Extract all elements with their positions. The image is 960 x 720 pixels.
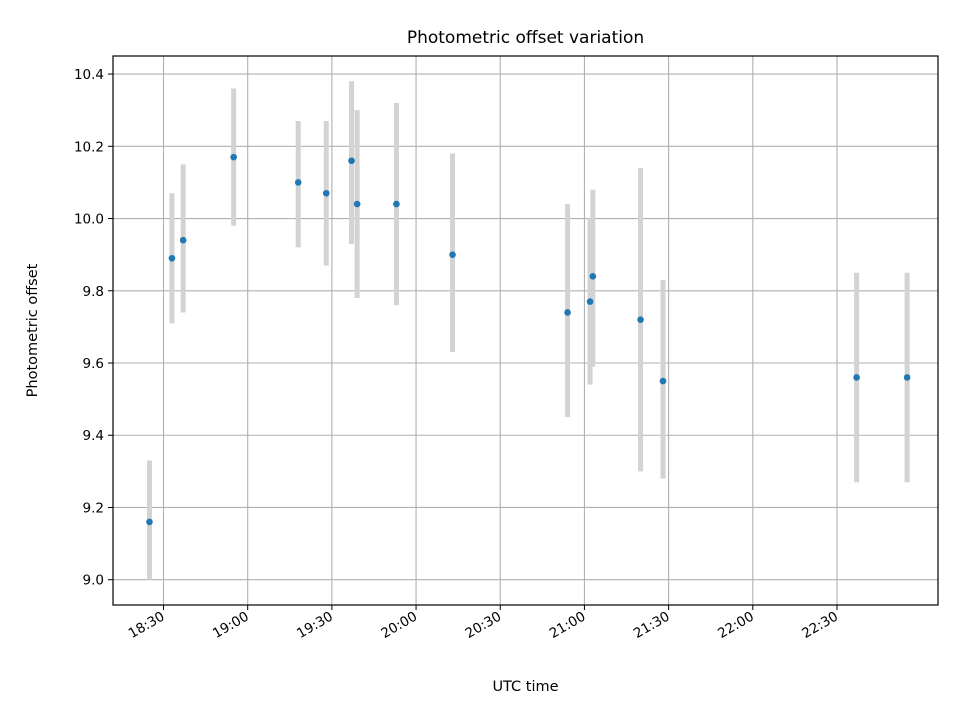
data-point — [294, 179, 302, 186]
data-point — [637, 316, 644, 323]
y-tick-label: 9.2 — [83, 500, 104, 516]
y-axis-label: Photometric offset — [25, 263, 41, 397]
y-tick-label: 10.2 — [74, 139, 104, 155]
data-point — [353, 200, 361, 208]
data-point — [179, 236, 187, 244]
data-point — [230, 153, 237, 161]
y-tick-label: 9.4 — [83, 428, 104, 444]
chart-title: Photometric offset variation — [407, 28, 644, 48]
y-tick-label: 9.8 — [83, 284, 104, 300]
y-tick-label: 10.0 — [74, 212, 104, 228]
data-point — [393, 200, 400, 208]
y-tick-label: 9.6 — [83, 356, 104, 372]
plot-frame — [112, 55, 939, 606]
data-point — [449, 251, 456, 258]
data-point — [348, 157, 355, 165]
data-point — [903, 374, 911, 381]
data-point — [853, 374, 860, 381]
data-point — [659, 377, 667, 385]
y-tick-label: 10.4 — [74, 67, 104, 83]
grid — [113, 56, 938, 605]
data-point — [322, 189, 330, 197]
data-point — [589, 273, 597, 280]
x-axis-label: UTC time — [492, 679, 558, 695]
data-point — [564, 309, 571, 316]
data-point — [586, 298, 594, 305]
data-point — [168, 254, 176, 262]
data-points — [146, 153, 911, 526]
y-tick-label: 9.0 — [83, 573, 104, 589]
data-point — [146, 518, 153, 526]
